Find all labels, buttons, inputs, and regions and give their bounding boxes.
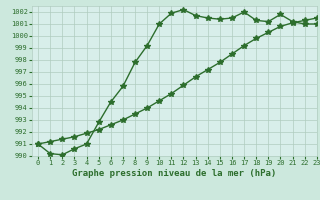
X-axis label: Graphe pression niveau de la mer (hPa): Graphe pression niveau de la mer (hPa) — [72, 169, 276, 178]
